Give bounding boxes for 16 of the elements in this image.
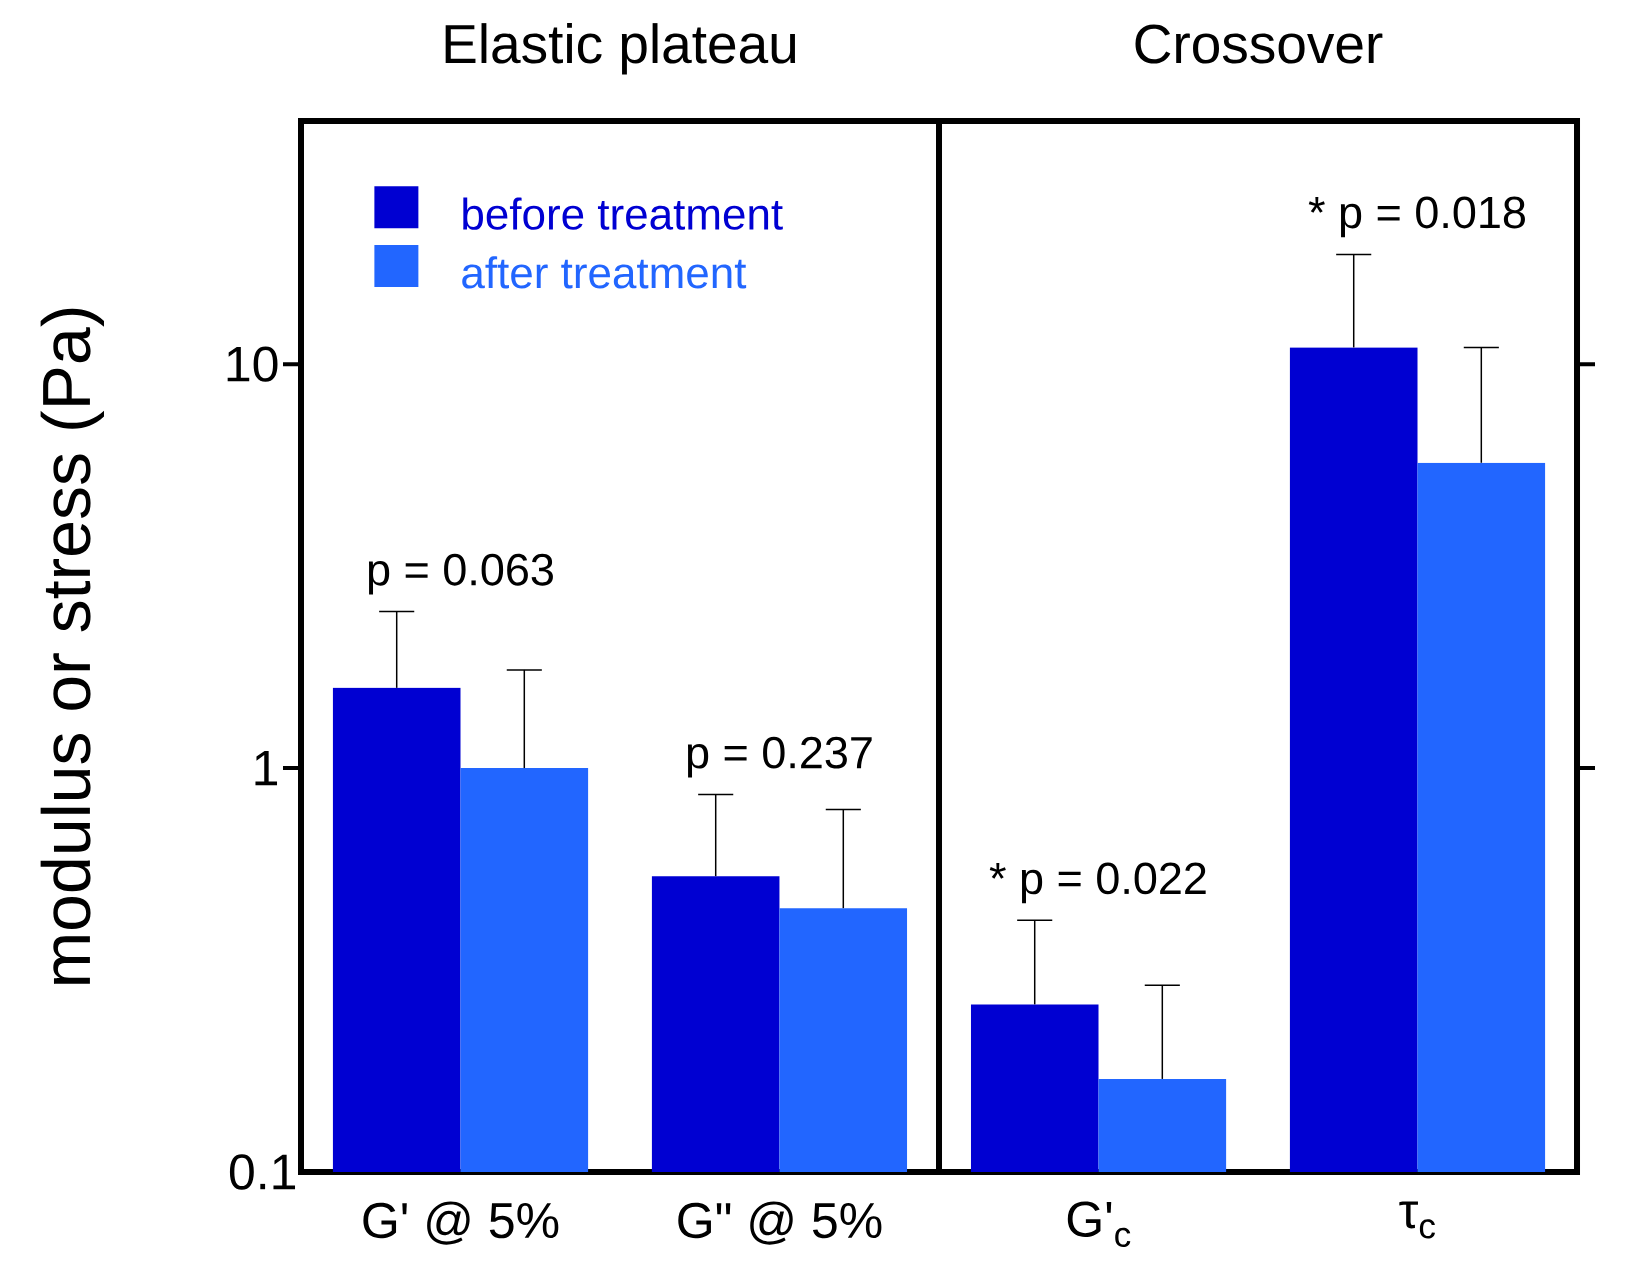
chart-title: Crossover [1135, 24, 1383, 64]
chart-title: Elastic plateau [445, 23, 796, 75]
y-tick-label: 0.1 [229, 1154, 296, 1190]
annotation: * p = 0.022 [989, 862, 1206, 904]
annotation: p = 0.063 [368, 553, 553, 595]
legend-label: after treatment [462, 256, 747, 289]
y-tick-label: 1 [255, 750, 278, 786]
x-tick-label: τ$_{c}$ [1399, 1201, 1435, 1239]
x-tick-label: G' @ 5% [363, 1201, 559, 1245]
y-axis-title: modulus or stress (Pa) [40, 308, 104, 984]
x-tick-label: G" @ 5% [678, 1201, 882, 1245]
x-tick-label: G'$_{c}$ [1067, 1201, 1131, 1248]
annotation: * p = 0.018 [1308, 196, 1525, 238]
legend-label: before treatment [463, 197, 783, 230]
annotation: p = 0.237 [687, 736, 872, 778]
y-tick-label: 10 [227, 346, 278, 382]
